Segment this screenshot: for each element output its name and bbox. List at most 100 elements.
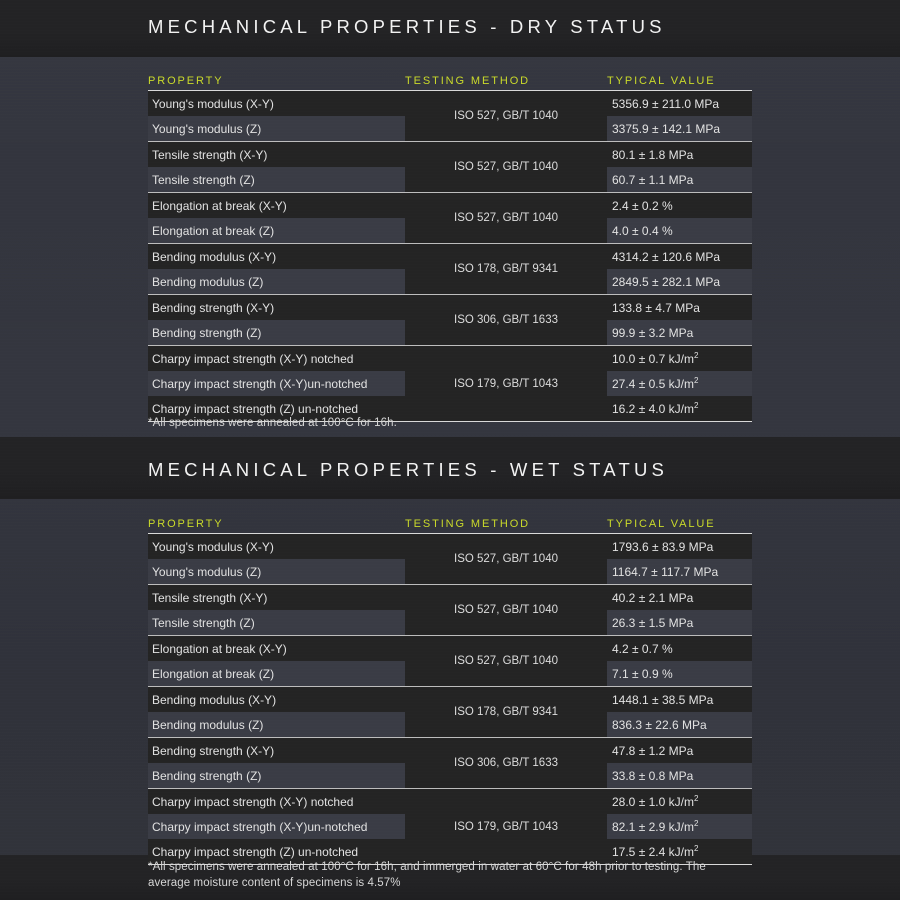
dry-header-value: TYPICAL VALUE — [607, 75, 716, 87]
property-cell: Elongation at break (X-Y) — [148, 636, 405, 661]
method-cell: ISO 306, GB/T 1633 — [405, 738, 607, 788]
property-cell: Tensile strength (X-Y) — [148, 585, 405, 610]
property-cell: Young's modulus (X-Y) — [148, 534, 405, 559]
method-cell: ISO 179, GB/T 1043 — [405, 789, 607, 864]
method-cell: ISO 179, GB/T 1043 — [405, 346, 607, 421]
value-cell: 1448.1 ± 38.5 MPa — [607, 687, 752, 712]
property-cell: Young's modulus (Z) — [148, 116, 405, 141]
property-cell: Tensile strength (Z) — [148, 610, 405, 635]
property-cell: Charpy impact strength (Z) un-notched — [148, 839, 405, 864]
value-cell: 80.1 ± 1.8 MPa — [607, 142, 752, 167]
table-row-group: Elongation at break (X-Y) Elongation at … — [148, 636, 752, 686]
row-divider — [148, 141, 752, 142]
value-cell: 133.8 ± 4.7 MPa — [607, 295, 752, 320]
property-cell: Elongation at break (Z) — [148, 218, 405, 243]
table-row-group: Charpy impact strength (X-Y) notched Cha… — [148, 346, 752, 421]
table-bottom-rule — [148, 421, 752, 422]
property-cell: Bending modulus (Z) — [148, 269, 405, 294]
dry-table: PROPERTY TESTING METHOD TYPICAL VALUE Yo… — [148, 66, 752, 422]
row-divider — [148, 345, 752, 346]
property-cell: Bending modulus (Z) — [148, 712, 405, 737]
property-cell: Bending strength (Z) — [148, 320, 405, 345]
wet-table: PROPERTY TESTING METHOD TYPICAL VALUE Yo… — [148, 509, 752, 865]
row-divider — [148, 788, 752, 789]
value-cell: 5356.9 ± 211.0 MPa — [607, 91, 752, 116]
method-cell: ISO 306, GB/T 1633 — [405, 295, 607, 345]
value-cell: 82.1 ± 2.9 kJ/m2 — [607, 814, 752, 839]
table-row-group: Bending strength (X-Y) Bending strength … — [148, 295, 752, 345]
property-cell: Charpy impact strength (X-Y)un-notched — [148, 371, 405, 396]
dry-header-method: TESTING METHOD — [405, 75, 530, 87]
dry-header-rule — [148, 90, 752, 91]
wet-header-property: PROPERTY — [148, 518, 224, 530]
method-cell: ISO 178, GB/T 9341 — [405, 687, 607, 737]
property-cell: Elongation at break (Z) — [148, 661, 405, 686]
wet-footnote: *All specimens were annealed at 100°C fo… — [148, 861, 706, 889]
property-cell: Bending strength (X-Y) — [148, 738, 405, 763]
table-row-group: Bending modulus (X-Y) Bending modulus (Z… — [148, 244, 752, 294]
property-cell: Bending modulus (X-Y) — [148, 244, 405, 269]
value-cell: 1793.6 ± 83.9 MPa — [607, 534, 752, 559]
dry-title-band — [0, 0, 900, 57]
table-row-group: Bending modulus (X-Y) Bending modulus (Z… — [148, 687, 752, 737]
table-row-group: Young's modulus (X-Y) Young's modulus (Z… — [148, 534, 752, 584]
property-cell: Charpy impact strength (Z) un-notched — [148, 396, 405, 421]
property-cell: Charpy impact strength (X-Y)un-notched — [148, 814, 405, 839]
row-divider — [148, 294, 752, 295]
wet-header-method: TESTING METHOD — [405, 518, 530, 530]
value-cell: 27.4 ± 0.5 kJ/m2 — [607, 371, 752, 396]
row-divider — [148, 737, 752, 738]
method-cell: ISO 527, GB/T 1040 — [405, 142, 607, 192]
value-cell: 99.9 ± 3.2 MPa — [607, 320, 752, 345]
value-cell: 17.5 ± 2.4 kJ/m2 — [607, 839, 752, 864]
value-cell: 40.2 ± 2.1 MPa — [607, 585, 752, 610]
table-row-group: Tensile strength (X-Y) Tensile strength … — [148, 585, 752, 635]
method-cell: ISO 527, GB/T 1040 — [405, 193, 607, 243]
property-cell: Young's modulus (X-Y) — [148, 91, 405, 116]
row-divider — [148, 192, 752, 193]
property-cell: Tensile strength (X-Y) — [148, 142, 405, 167]
table-row-group: Tensile strength (X-Y) Tensile strength … — [148, 142, 752, 192]
property-cell: Tensile strength (Z) — [148, 167, 405, 192]
row-divider — [148, 584, 752, 585]
value-cell: 10.0 ± 0.7 kJ/m2 — [607, 346, 752, 371]
table-row-group: Bending strength (X-Y) Bending strength … — [148, 738, 752, 788]
table-bottom-rule — [148, 864, 752, 865]
wet-title-band — [0, 437, 900, 499]
method-cell: ISO 178, GB/T 9341 — [405, 244, 607, 294]
table-row-group: Elongation at break (X-Y) Elongation at … — [148, 193, 752, 243]
value-cell: 4314.2 ± 120.6 MPa — [607, 244, 752, 269]
value-cell: 26.3 ± 1.5 MPa — [607, 610, 752, 635]
dry-section-title: MECHANICAL PROPERTIES - DRY STATUS — [148, 16, 666, 37]
value-cell: 4.0 ± 0.4 % — [607, 218, 752, 243]
dry-footnote: *All specimens were annealed at 100°C fo… — [148, 417, 397, 429]
row-divider — [148, 635, 752, 636]
value-cell: 60.7 ± 1.1 MPa — [607, 167, 752, 192]
wet-header-value: TYPICAL VALUE — [607, 518, 716, 530]
wet-section-title: MECHANICAL PROPERTIES - WET STATUS — [148, 459, 669, 480]
value-cell: 2849.5 ± 282.1 MPa — [607, 269, 752, 294]
table-row-group: Young's modulus (X-Y) Young's modulus (Z… — [148, 91, 752, 141]
value-cell: 2.4 ± 0.2 % — [607, 193, 752, 218]
property-cell: Bending modulus (X-Y) — [148, 687, 405, 712]
wet-header-rule — [148, 533, 752, 534]
property-cell: Charpy impact strength (X-Y) notched — [148, 789, 405, 814]
row-divider — [148, 686, 752, 687]
property-cell: Young's modulus (Z) — [148, 559, 405, 584]
property-cell: Bending strength (X-Y) — [148, 295, 405, 320]
value-cell: 33.8 ± 0.8 MPa — [607, 763, 752, 788]
value-cell: 4.2 ± 0.7 % — [607, 636, 752, 661]
value-cell: 7.1 ± 0.9 % — [607, 661, 752, 686]
method-cell: ISO 527, GB/T 1040 — [405, 91, 607, 141]
wet-table-header-row: PROPERTY TESTING METHOD TYPICAL VALUE — [148, 509, 752, 533]
method-cell: ISO 527, GB/T 1040 — [405, 585, 607, 635]
value-cell: 836.3 ± 22.6 MPa — [607, 712, 752, 737]
value-cell: 28.0 ± 1.0 kJ/m2 — [607, 789, 752, 814]
value-cell: 1164.7 ± 117.7 MPa — [607, 559, 752, 584]
table-row-group: Charpy impact strength (X-Y) notched Cha… — [148, 789, 752, 864]
value-cell: 47.8 ± 1.2 MPa — [607, 738, 752, 763]
method-cell: ISO 527, GB/T 1040 — [405, 636, 607, 686]
property-cell: Elongation at break (X-Y) — [148, 193, 405, 218]
row-divider — [148, 243, 752, 244]
value-cell: 16.2 ± 4.0 kJ/m2 — [607, 396, 752, 421]
